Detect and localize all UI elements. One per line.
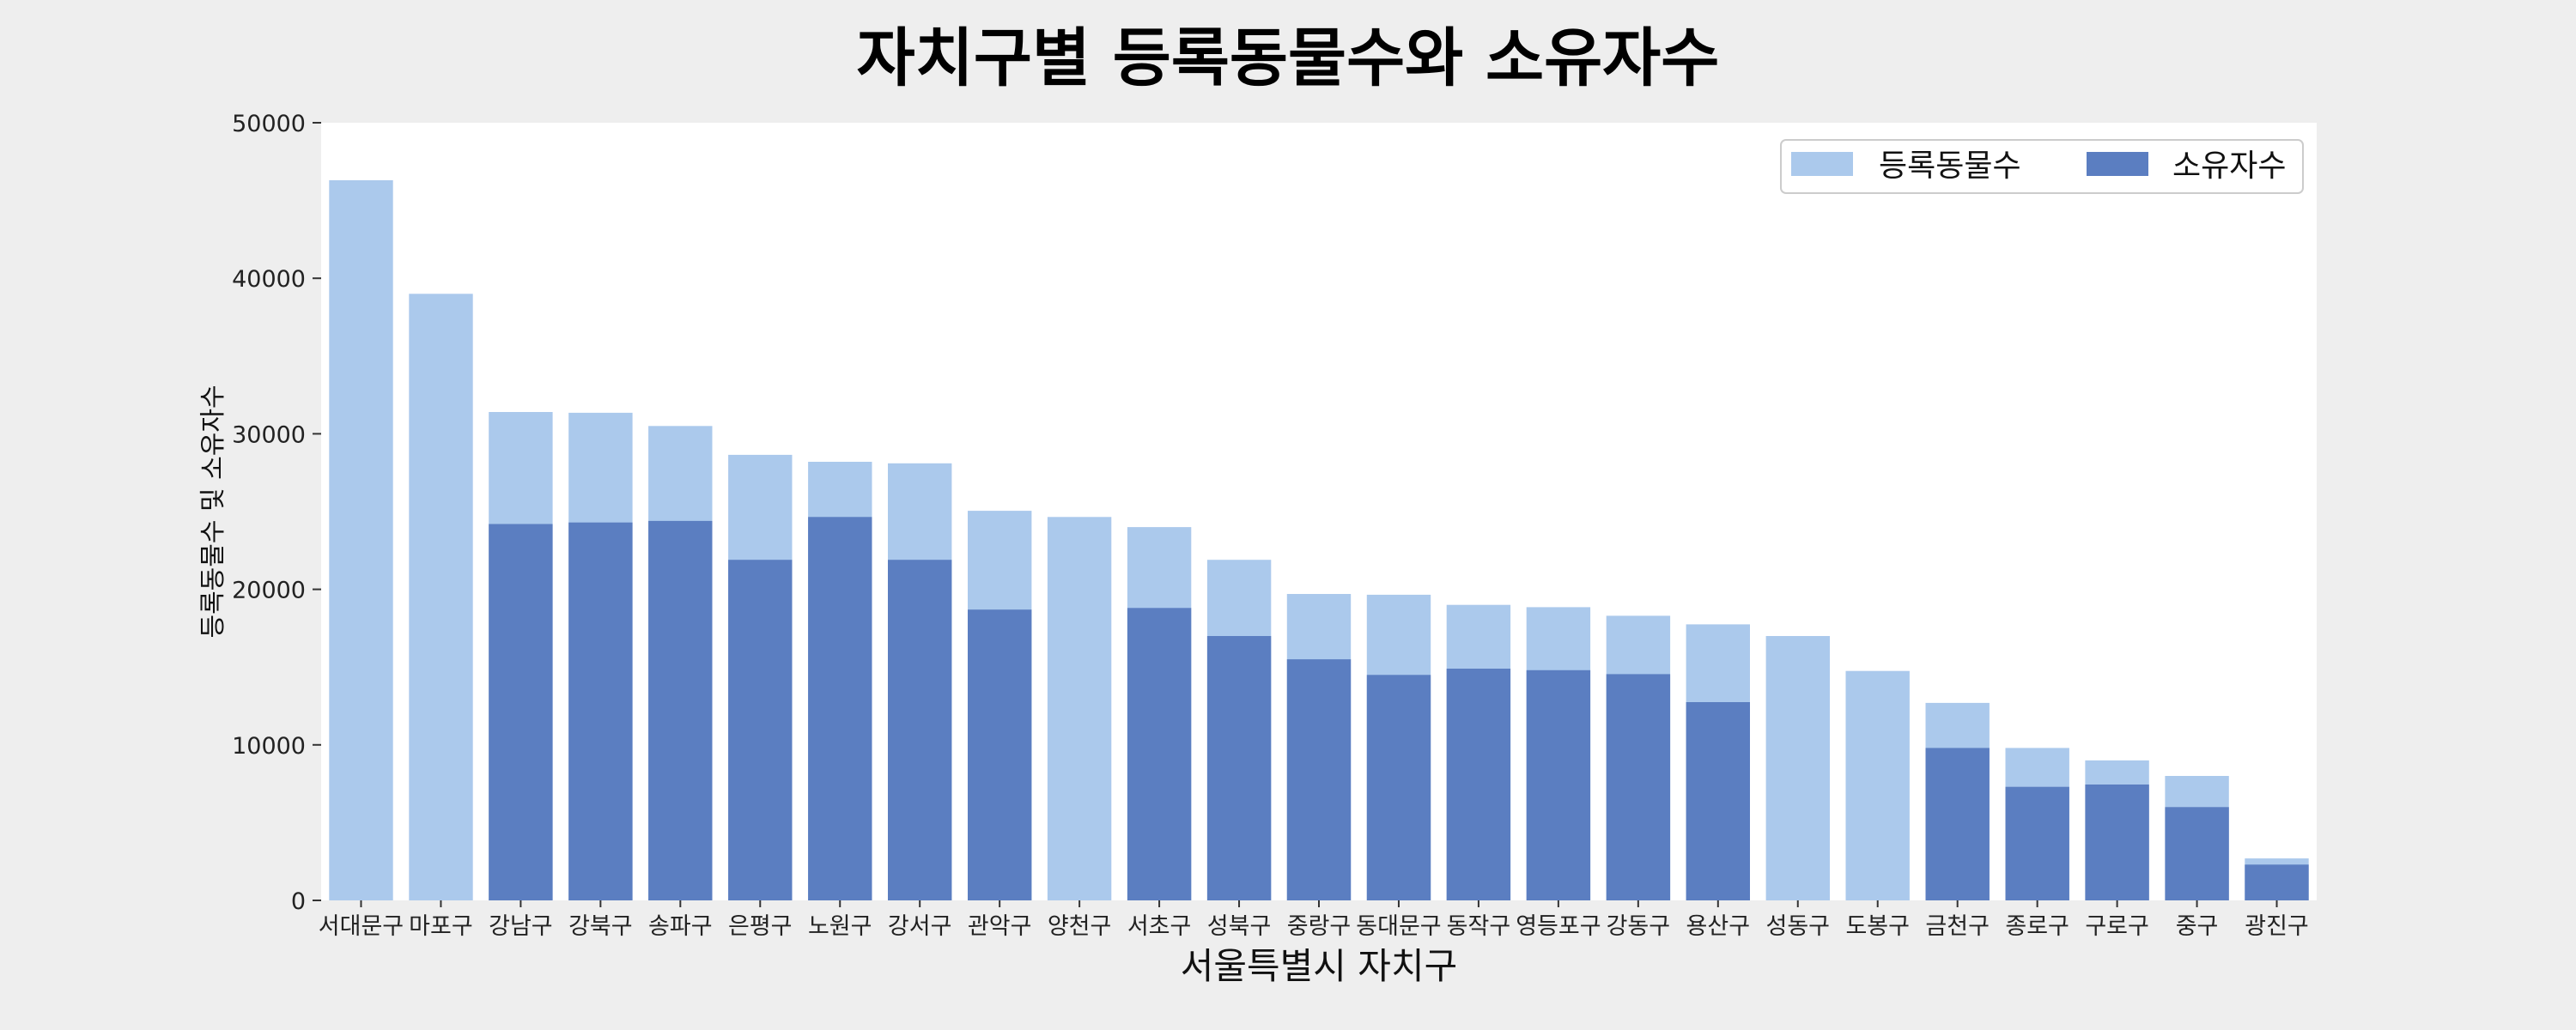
legend-swatch-owners [2087,152,2148,176]
bar-owners-14 [1446,669,1511,900]
bar-owners-8 [968,609,1032,900]
x-tick-label-7: 강서구 [888,913,952,940]
bar-owners-3 [568,522,633,900]
bar-owners-5 [728,560,793,900]
x-tick-label-2: 강남구 [489,913,553,940]
x-tick-label-19: 도봉구 [1845,913,1910,940]
bar-registered-19 [1845,670,1910,900]
x-tick-label-22: 구로구 [2085,913,2149,940]
chart-title: 자치구별 등록동물수와 소유자수 [856,21,1720,95]
bar-owners-23 [2165,807,2229,900]
bar-registered-0 [329,180,393,900]
x-tick-label-14: 동작구 [1447,913,1511,940]
x-tick-label-11: 성북구 [1207,913,1272,940]
x-tick-label-3: 강북구 [568,913,633,940]
bar-owners-22 [2085,785,2149,900]
x-tick-label-13: 동대문구 [1356,913,1441,940]
x-tick-label-0: 서대문구 [319,913,404,940]
x-tick-label-24: 광진구 [2245,913,2309,940]
bar-owners-15 [1526,670,1591,900]
bar-registered-1 [409,294,473,900]
x-axis-label: 서울특별시 자치구 [1181,945,1457,987]
x-tick-label-1: 마포구 [409,913,473,940]
bar-owners-24 [2245,864,2309,900]
bar-owners-21 [2005,786,2069,900]
x-tick-label-9: 양천구 [1048,913,1112,940]
legend-label-registered: 등록동물수 [1879,148,2021,184]
x-tick-label-4: 송파구 [648,913,713,940]
y-tick-label-4: 40000 [232,266,306,293]
x-tick-label-23: 중구 [2176,913,2219,940]
y-axis-label: 등록동물수 및 소유자수 [198,385,228,638]
bar-owners-16 [1606,674,1671,900]
bar-owners-2 [489,524,553,900]
x-tick-label-20: 금천구 [1925,913,1990,940]
y-tick-label-5: 50000 [232,111,306,137]
bar-owners-10 [1127,608,1192,900]
y-tick-label-0: 0 [291,888,306,915]
bar-owners-6 [808,517,872,900]
bar-owners-11 [1206,636,1272,900]
x-tick-label-5: 은평구 [728,913,793,940]
y-tick-label-2: 20000 [232,578,306,604]
bar-registered-9 [1047,517,1112,900]
legend-swatch-registered [1791,152,1853,176]
x-tick-label-18: 성동구 [1765,913,1830,940]
y-tick-label-3: 30000 [232,421,306,448]
legend-label-owners: 소유자수 [2172,148,2286,184]
bar-owners-12 [1286,659,1352,900]
x-tick-label-17: 용산구 [1686,913,1751,940]
x-tick-label-10: 서초구 [1127,913,1192,940]
y-tick-label-1: 10000 [232,733,306,760]
legend: 등록동물수 소유자수 [1780,139,2304,194]
x-tick-label-6: 노원구 [808,913,872,940]
x-tick-label-15: 영등포구 [1516,913,1601,940]
x-tick-label-21: 종로구 [2005,913,2069,940]
legend-box [1780,139,2304,194]
bar-owners-7 [888,560,952,900]
series-owner-bars [489,517,2309,900]
x-tick-label-12: 중랑구 [1287,913,1352,940]
bar-owners-20 [1925,748,1990,900]
x-axis: 서대문구 마포구 강남구 강북구 송파구 은평구 노원구 강서구 관악구 양천구 서초구 성북구 중랑구… [319,900,2309,940]
x-tick-label-8: 관악구 [968,913,1032,940]
bar-owners-13 [1366,675,1431,900]
bar-owners-4 [648,520,713,900]
bar-owners-17 [1686,702,1750,900]
bar-registered-18 [1765,636,1830,900]
y-axis: 0 10000 20000 30000 40000 50000 [232,111,321,915]
x-tick-label-16: 강동구 [1607,913,1671,940]
